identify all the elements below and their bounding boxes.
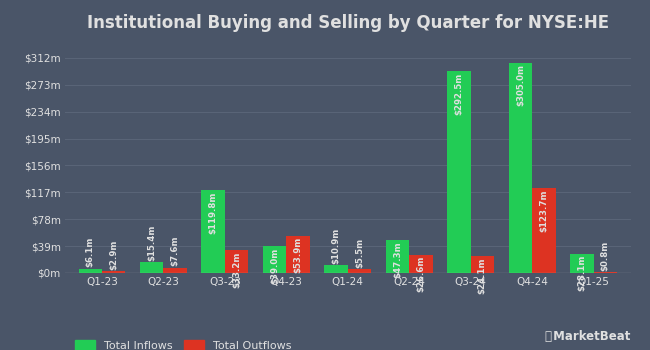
Bar [532,188,556,273]
Text: $10.9m: $10.9m [332,228,341,264]
Text: $26.6m: $26.6m [417,256,425,292]
Bar [471,257,494,273]
Bar [386,240,410,273]
Text: $15.4m: $15.4m [147,225,156,261]
Text: $0.8m: $0.8m [601,241,610,271]
Text: $47.3m: $47.3m [393,242,402,278]
Text: $5.5m: $5.5m [355,238,364,268]
Bar [225,250,248,273]
Bar [202,190,225,273]
Text: $119.8m: $119.8m [209,192,218,234]
Bar [410,255,433,273]
Text: $28.1m: $28.1m [577,255,586,292]
Bar [102,271,125,273]
Bar [348,269,371,273]
Bar [324,266,348,273]
Bar [263,246,286,273]
Text: $53.9m: $53.9m [293,237,302,273]
Bar [509,63,532,273]
Bar [286,236,309,273]
Bar [79,269,102,273]
Bar [140,262,163,273]
Bar [447,71,471,273]
Text: $292.5m: $292.5m [454,73,463,115]
Text: $39.0m: $39.0m [270,247,279,284]
Title: Institutional Buying and Selling by Quarter for NYSE:HE: Institutional Buying and Selling by Quar… [86,14,609,32]
Text: $6.1m: $6.1m [86,237,95,267]
Text: $24.1m: $24.1m [478,258,487,294]
Bar [593,272,617,273]
Text: $33.2m: $33.2m [232,252,241,288]
Legend: Total Inflows, Total Outflows: Total Inflows, Total Outflows [71,336,296,350]
Text: $305.0m: $305.0m [516,64,525,106]
Text: ⫽ MarketBeat: ⫽ MarketBeat [545,330,630,343]
Text: $7.6m: $7.6m [170,236,179,266]
Bar [163,268,187,273]
Text: $2.9m: $2.9m [109,239,118,270]
Bar [570,254,593,273]
Text: $123.7m: $123.7m [540,189,549,232]
